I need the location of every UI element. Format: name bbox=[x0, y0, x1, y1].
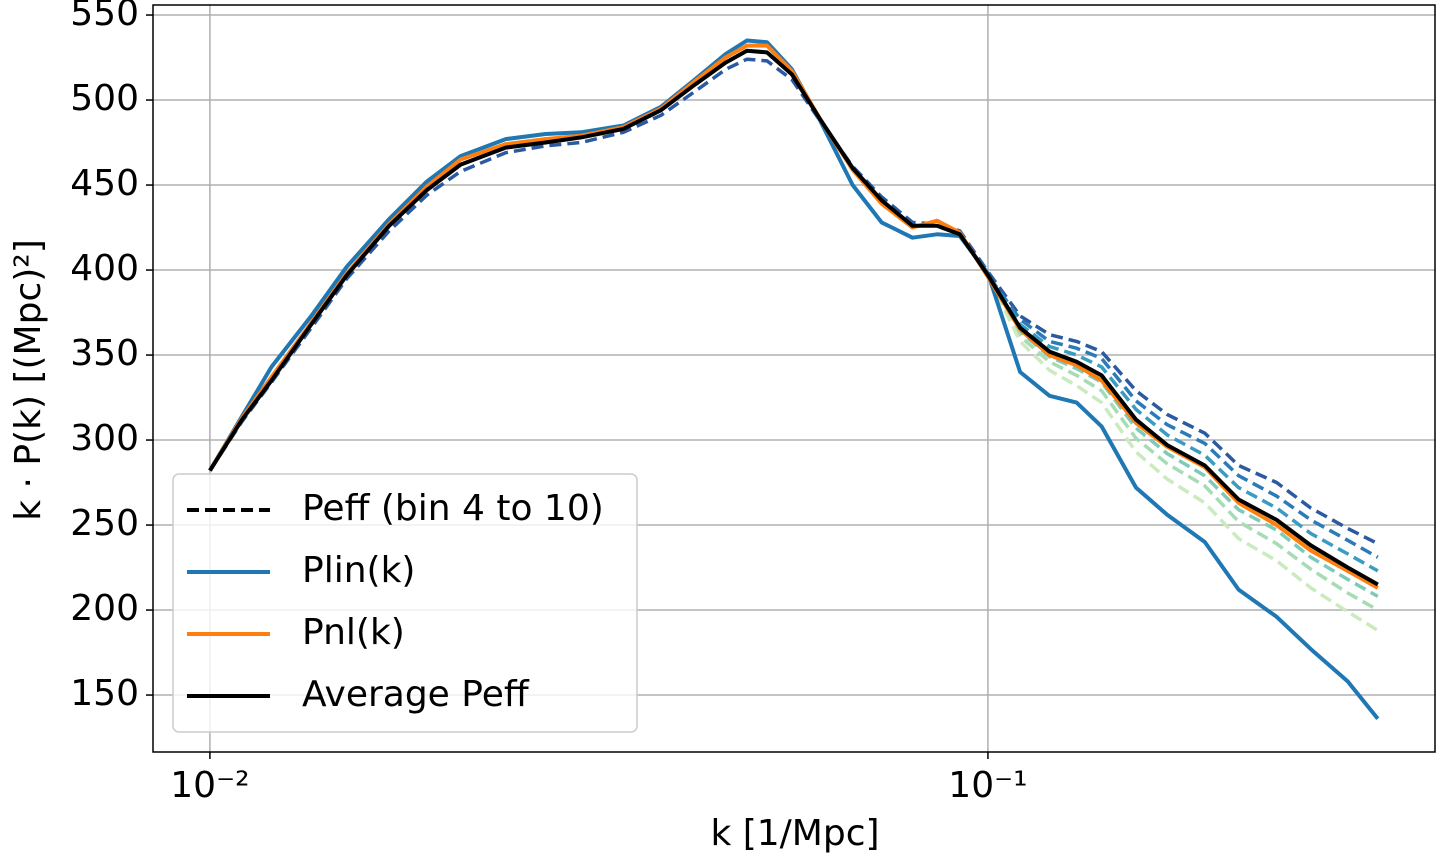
legend-label: Average Peff bbox=[302, 674, 530, 715]
legend-label: Pnl(k) bbox=[302, 612, 405, 653]
y-tick-label: 500 bbox=[70, 78, 139, 119]
legend-label: Plin(k) bbox=[302, 550, 415, 591]
legend-box bbox=[172, 473, 638, 733]
dashed-line bbox=[208, 57, 1379, 546]
y-tick-label: 200 bbox=[70, 588, 139, 629]
x-tick-label: 10⁻¹ bbox=[948, 765, 1027, 806]
y-tick-label: 550 bbox=[70, 0, 139, 34]
y-axis-label: k · P(k) [(Mpc)²] bbox=[8, 239, 49, 521]
y-tick-label: 350 bbox=[70, 333, 139, 374]
y-tick-label: 150 bbox=[70, 673, 139, 714]
y-tick-label: 400 bbox=[70, 248, 139, 289]
y-tick-label: 450 bbox=[70, 163, 139, 204]
line bbox=[208, 48, 1379, 587]
y-tick-label: 300 bbox=[70, 418, 139, 459]
legend: Peff (bin 4 to 10) Plin(k) Pnl(k) Average P… bbox=[172, 473, 638, 733]
legend-label: Peff (bin 4 to 10) bbox=[302, 488, 604, 529]
x-tick-label: 10⁻² bbox=[170, 765, 249, 806]
plot-frame bbox=[152, 4, 1436, 753]
x-axis-label: k [1/Mpc] bbox=[710, 813, 879, 854]
y-tick-label: 250 bbox=[70, 503, 139, 544]
